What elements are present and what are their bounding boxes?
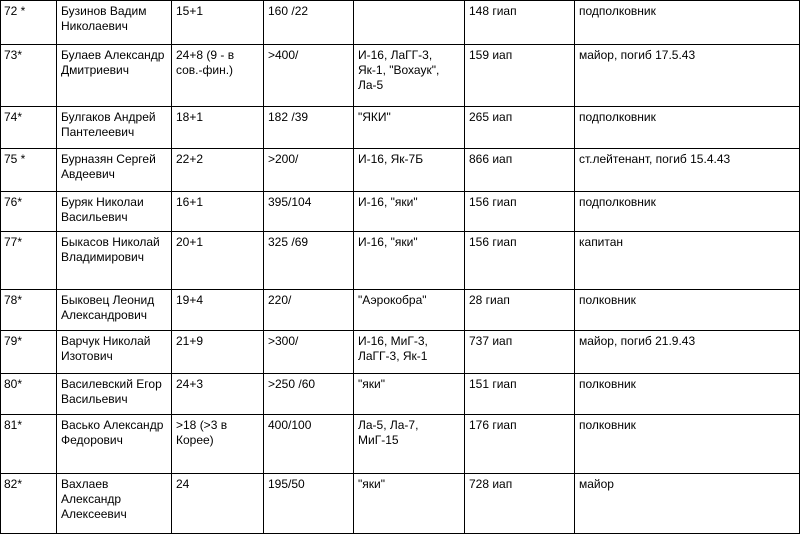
table-row: 76* Буряк Николаи Васильевич 16+1 395/10… bbox=[0, 191, 800, 232]
pilots-table: 72 * Бузинов Вадим Николаевич 15+1 160 /… bbox=[0, 0, 800, 534]
cell-aircraft: "яки" bbox=[353, 373, 465, 415]
cell-name: Васько Александр Федорович bbox=[56, 414, 172, 474]
cell-number: 79* bbox=[0, 330, 57, 374]
cell-battles: 220/ bbox=[263, 289, 354, 331]
cell-aircraft: И-16, Як-7Б bbox=[353, 148, 465, 192]
cell-name: Вахлаев Александр Алексеевич bbox=[56, 473, 172, 534]
cell-aircraft: Ла-5, Ла-7, МиГ-15 bbox=[353, 414, 465, 474]
cell-rank: подполковник bbox=[574, 106, 800, 149]
cell-regiment: 151 гиап bbox=[464, 373, 575, 415]
cell-rank: ст.лейтенант, погиб 15.4.43 bbox=[574, 148, 800, 192]
cell-aircraft: И-16, ЛаГГ-3, Як-1, "Вохаук", Ла-5 bbox=[353, 44, 465, 107]
table-row: 80* Василевский Егор Васильевич 24+3 >25… bbox=[0, 373, 800, 415]
cell-sorties: 24+3 bbox=[171, 373, 264, 415]
cell-regiment: 176 гиап bbox=[464, 414, 575, 474]
cell-sorties: 20+1 bbox=[171, 231, 264, 290]
cell-sorties: 18+1 bbox=[171, 106, 264, 149]
cell-aircraft: "яки" bbox=[353, 473, 465, 534]
cell-rank: капитан bbox=[574, 231, 800, 290]
cell-regiment: 737 иап bbox=[464, 330, 575, 374]
cell-number: 76* bbox=[0, 191, 57, 232]
cell-name: Булаев Александр Дмитриевич bbox=[56, 44, 172, 107]
cell-name: Быкасов Николай Владимирович bbox=[56, 231, 172, 290]
cell-name: Булгаков Андрей Пантелеевич bbox=[56, 106, 172, 149]
cell-sorties: 16+1 bbox=[171, 191, 264, 232]
cell-rank: полковник bbox=[574, 289, 800, 331]
cell-number: 75 * bbox=[0, 148, 57, 192]
cell-battles: >400/ bbox=[263, 44, 354, 107]
cell-rank: майор bbox=[574, 473, 800, 534]
cell-battles: 160 /22 bbox=[263, 0, 354, 45]
cell-name: Василевский Егор Васильевич bbox=[56, 373, 172, 415]
cell-regiment: 265 иап bbox=[464, 106, 575, 149]
table-row: 77* Быкасов Николай Владимирович 20+1 32… bbox=[0, 231, 800, 290]
cell-regiment: 156 гиап bbox=[464, 231, 575, 290]
table-row: 73* Булаев Александр Дмитриевич 24+8 (9 … bbox=[0, 44, 800, 107]
cell-aircraft bbox=[353, 0, 465, 45]
cell-sorties: 24+8 (9 - в сов.-фин.) bbox=[171, 44, 264, 107]
cell-regiment: 866 иап bbox=[464, 148, 575, 192]
cell-battles: >300/ bbox=[263, 330, 354, 374]
cell-rank: подполковник bbox=[574, 191, 800, 232]
cell-regiment: 28 гиап bbox=[464, 289, 575, 331]
cell-rank: майор, погиб 17.5.43 bbox=[574, 44, 800, 107]
cell-number: 77* bbox=[0, 231, 57, 290]
cell-regiment: 156 гиап bbox=[464, 191, 575, 232]
cell-number: 72 * bbox=[0, 0, 57, 45]
cell-aircraft: И-16, "яки" bbox=[353, 231, 465, 290]
cell-sorties: 21+9 bbox=[171, 330, 264, 374]
cell-battles: 195/50 bbox=[263, 473, 354, 534]
table-row: 81* Васько Александр Федорович >18 (>3 в… bbox=[0, 414, 800, 474]
cell-aircraft: "Аэрокобра" bbox=[353, 289, 465, 331]
cell-aircraft: И-16, МиГ-3, ЛаГГ-3, Як-1 bbox=[353, 330, 465, 374]
cell-battles: 395/104 bbox=[263, 191, 354, 232]
cell-sorties: >18 (>3 в Корее) bbox=[171, 414, 264, 474]
cell-number: 78* bbox=[0, 289, 57, 331]
table-row: 75 * Бурназян Сергей Авдеевич 22+2 >200/… bbox=[0, 148, 800, 192]
table-row: 72 * Бузинов Вадим Николаевич 15+1 160 /… bbox=[0, 0, 800, 45]
cell-name: Буряк Николаи Васильевич bbox=[56, 191, 172, 232]
cell-number: 74* bbox=[0, 106, 57, 149]
cell-number: 80* bbox=[0, 373, 57, 415]
cell-name: Быковец Леонид Александрович bbox=[56, 289, 172, 331]
cell-sorties: 19+4 bbox=[171, 289, 264, 331]
cell-name: Бурназян Сергей Авдеевич bbox=[56, 148, 172, 192]
cell-number: 82* bbox=[0, 473, 57, 534]
table-row: 78* Быковец Леонид Александрович 19+4 22… bbox=[0, 289, 800, 331]
cell-number: 73* bbox=[0, 44, 57, 107]
cell-rank: полковник bbox=[574, 414, 800, 474]
cell-battles: >250 /60 bbox=[263, 373, 354, 415]
table-row: 74* Булгаков Андрей Пантелеевич 18+1 182… bbox=[0, 106, 800, 149]
cell-sorties: 15+1 bbox=[171, 0, 264, 45]
cell-battles: 325 /69 bbox=[263, 231, 354, 290]
cell-rank: полковник bbox=[574, 373, 800, 415]
cell-sorties: 24 bbox=[171, 473, 264, 534]
cell-regiment: 159 иап bbox=[464, 44, 575, 107]
cell-rank: подполковник bbox=[574, 0, 800, 45]
cell-name: Бузинов Вадим Николаевич bbox=[56, 0, 172, 45]
cell-aircraft: "ЯКИ" bbox=[353, 106, 465, 149]
cell-battles: >200/ bbox=[263, 148, 354, 192]
pilots-table-body: 72 * Бузинов Вадим Николаевич 15+1 160 /… bbox=[0, 0, 800, 534]
cell-battles: 182 /39 bbox=[263, 106, 354, 149]
cell-number: 81* bbox=[0, 414, 57, 474]
table-row: 82* Вахлаев Александр Алексеевич 24 195/… bbox=[0, 473, 800, 534]
cell-regiment: 148 гиап bbox=[464, 0, 575, 45]
table-row: 79* Варчук Николай Изотович 21+9 >300/ И… bbox=[0, 330, 800, 374]
cell-aircraft: И-16, "яки" bbox=[353, 191, 465, 232]
cell-name: Варчук Николай Изотович bbox=[56, 330, 172, 374]
cell-sorties: 22+2 bbox=[171, 148, 264, 192]
cell-battles: 400/100 bbox=[263, 414, 354, 474]
cell-regiment: 728 иап bbox=[464, 473, 575, 534]
cell-rank: майор, погиб 21.9.43 bbox=[574, 330, 800, 374]
